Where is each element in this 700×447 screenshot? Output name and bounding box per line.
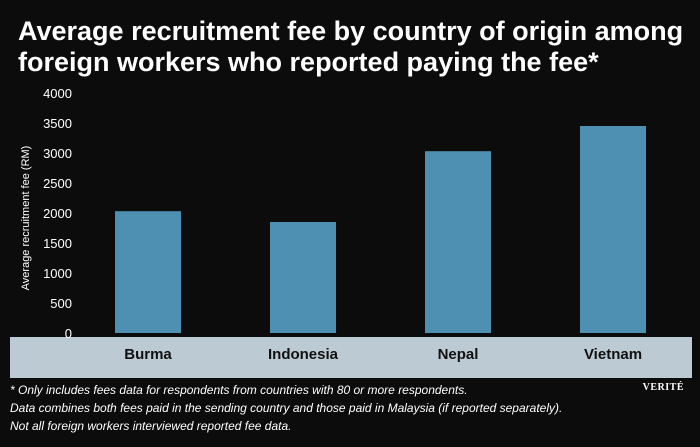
- y-tick-label: 3000: [43, 146, 72, 161]
- footnote-line-2: Data combines both fees paid in the send…: [10, 401, 563, 415]
- y-tick-label: 2000: [43, 206, 72, 221]
- chart-title-line-2: foreign workers who reported paying the …: [18, 47, 599, 77]
- y-tick-label: 0: [65, 326, 72, 341]
- y-tick-label: 500: [50, 296, 72, 311]
- bar-indonesia: [270, 222, 336, 333]
- x-tick-label: Indonesia: [268, 346, 339, 363]
- x-tick-label: Nepal: [438, 346, 479, 363]
- y-axis-label: Average recruitment fee (RM): [20, 146, 32, 291]
- y-tick-label: 1500: [43, 236, 72, 251]
- y-tick-label: 3500: [43, 116, 72, 131]
- brand-logo: VERITÉ: [642, 382, 684, 393]
- chart-title: Average recruitment fee by country of or…: [18, 16, 688, 78]
- x-axis-band: [10, 337, 692, 378]
- bar-nepal: [425, 151, 491, 333]
- chart-title-line-1: Average recruitment fee by country of or…: [18, 16, 684, 46]
- footnote: * Only includes fees data for respondent…: [10, 381, 630, 435]
- footnote-line-1: * Only includes fees data for respondent…: [10, 383, 468, 397]
- x-tick-label: Vietnam: [584, 346, 642, 363]
- y-tick-label: 2500: [43, 176, 72, 191]
- y-tick-label: 1000: [43, 266, 72, 281]
- bar-vietnam: [580, 126, 646, 333]
- y-tick-label: 4000: [43, 86, 72, 101]
- footnote-line-3: Not all foreign workers interviewed repo…: [10, 419, 292, 433]
- x-tick-label: Burma: [124, 346, 172, 363]
- bar-burma: [115, 211, 181, 333]
- bar-chart: Average recruitment fee (RM) 0 500 1000 1500…: [20, 86, 646, 363]
